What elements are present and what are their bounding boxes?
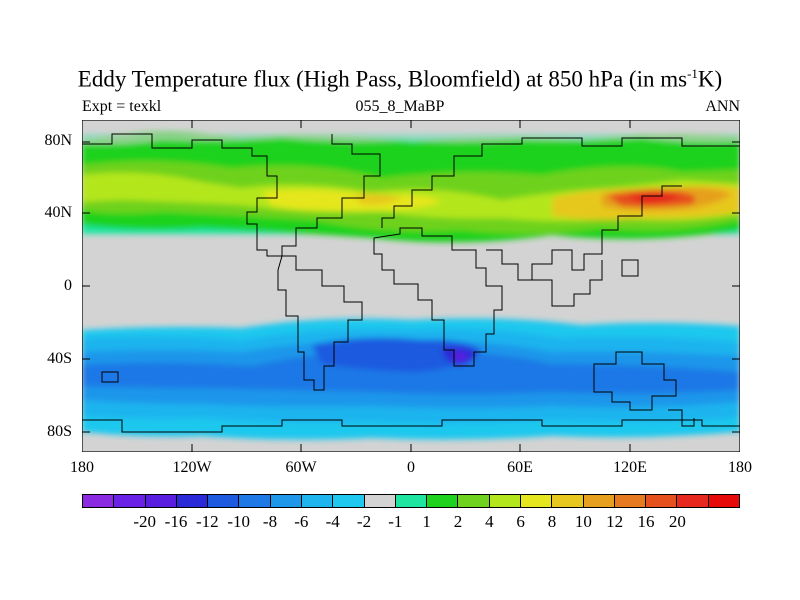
colorbar-swatch: [646, 495, 678, 507]
colorbar-swatch: [83, 495, 115, 507]
south-america-coast: [277, 255, 363, 391]
map-ticks: [82, 120, 740, 452]
colorbar-swatch: [114, 495, 146, 507]
lat-label-80s: 80S: [47, 423, 72, 440]
lon-label-0: 0: [407, 459, 415, 476]
period-label: 055_8_MaBP: [355, 98, 445, 115]
colorbar-swatch: [489, 495, 521, 507]
colorbar-swatch: [520, 495, 553, 507]
north-america-coast: [82, 133, 381, 257]
southeast-asia-coast: [522, 260, 603, 307]
colorbar-label: 6: [516, 512, 525, 531]
lat-label-80n: 80N: [44, 132, 72, 149]
colorbar-swatch: [208, 495, 240, 507]
colorbar-label: -4: [325, 512, 340, 531]
lat-label-40s: 40S: [47, 350, 72, 367]
southern-band: [82, 318, 740, 440]
colorbar-swatch: [145, 495, 177, 507]
colorbar-label: -10: [227, 512, 250, 531]
colorbar-label: 4: [485, 512, 494, 531]
colorbar-swatch: [333, 495, 365, 507]
antarctica-coast: [82, 419, 740, 433]
colorbar-swatch: [614, 495, 647, 507]
colorbar-label: 20: [668, 512, 686, 531]
experiment-label: Expt = texkl: [82, 98, 162, 115]
island-box: [621, 259, 639, 277]
australia-coast: [593, 351, 677, 411]
colorbar-label: 12: [606, 512, 624, 531]
colorbar-label: 10: [574, 512, 592, 531]
colorbar-swatch: [677, 495, 709, 507]
colorbar-swatch: [458, 495, 490, 507]
lon-label-120e: 120E: [613, 459, 647, 476]
colorbar-swatch: [270, 495, 302, 507]
season-label: ANN: [705, 98, 740, 115]
small-island: [101, 371, 119, 383]
colorbar-swatch: [708, 495, 739, 507]
colorbar-swatch: [427, 495, 459, 507]
colorbar-label: -2: [356, 512, 372, 531]
colorbar-label: 16: [637, 512, 655, 531]
lon-label-180e: 180: [728, 459, 752, 476]
asia-south-coast: [486, 185, 682, 281]
colorbar: [82, 494, 740, 508]
colorbar-label: 8: [547, 512, 557, 531]
lon-label-60w: 60W: [285, 459, 317, 476]
africa-coast: [373, 227, 503, 367]
colorbar-swatch: [583, 495, 615, 507]
colorbar-label: -16: [164, 512, 188, 531]
new-zealand-coast: [668, 409, 695, 427]
temperature-flux-map: [82, 120, 740, 452]
colorbar-swatch: [395, 495, 428, 507]
lon-label-60e: 60E: [507, 459, 533, 476]
colorbar-label: 2: [453, 512, 463, 531]
colorbar-swatch: [176, 495, 209, 507]
colorbar-swatch: [239, 495, 271, 507]
colorbar-label: -1: [388, 512, 403, 531]
coastlines: [82, 133, 740, 433]
colorbar-swatch: [301, 495, 334, 507]
lat-label-0: 0: [64, 277, 72, 294]
colorbar-label: -12: [195, 512, 219, 531]
northern-band: [82, 131, 740, 243]
colorbar-label: -8: [262, 512, 278, 531]
map-title: Eddy Temperature flux (High Pass, Bloomf…: [77, 66, 723, 92]
colorbar-label: 1: [422, 512, 431, 531]
colorbar-swatch: [552, 495, 584, 507]
lon-label-120w: 120W: [172, 459, 212, 476]
colorbar-swatch: [364, 495, 396, 507]
lat-label-40n: 40N: [44, 204, 72, 221]
colorbar-label: -6: [294, 512, 309, 531]
colorbar-label: -20: [133, 512, 156, 531]
lon-label-180w: 180: [70, 459, 94, 476]
eurasia-north-coast: [381, 137, 740, 228]
